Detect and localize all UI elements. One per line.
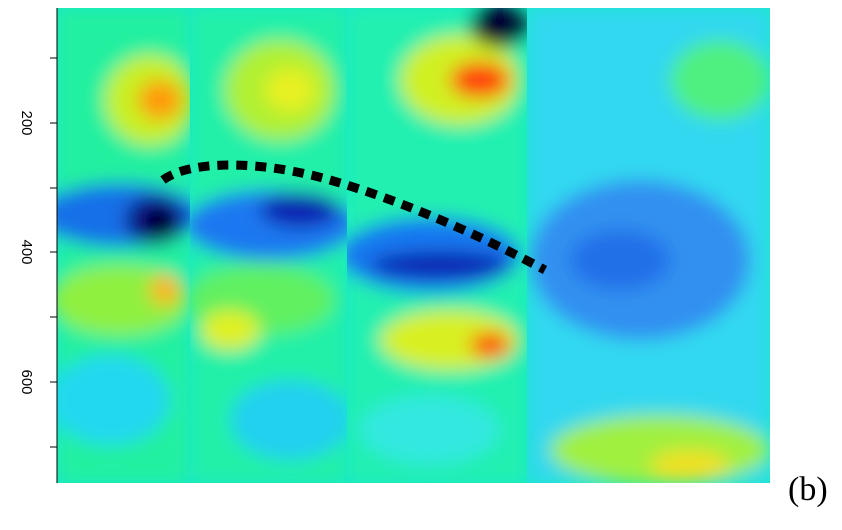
y-tick-label: 200 [18, 110, 35, 135]
dotted-curve [160, 160, 548, 274]
y-tick-label: 400 [18, 239, 35, 264]
y-axis [50, 8, 58, 483]
y-tick-label: 600 [18, 369, 35, 394]
heatmap [57, 8, 770, 483]
panel-label: (b) [788, 471, 828, 508]
